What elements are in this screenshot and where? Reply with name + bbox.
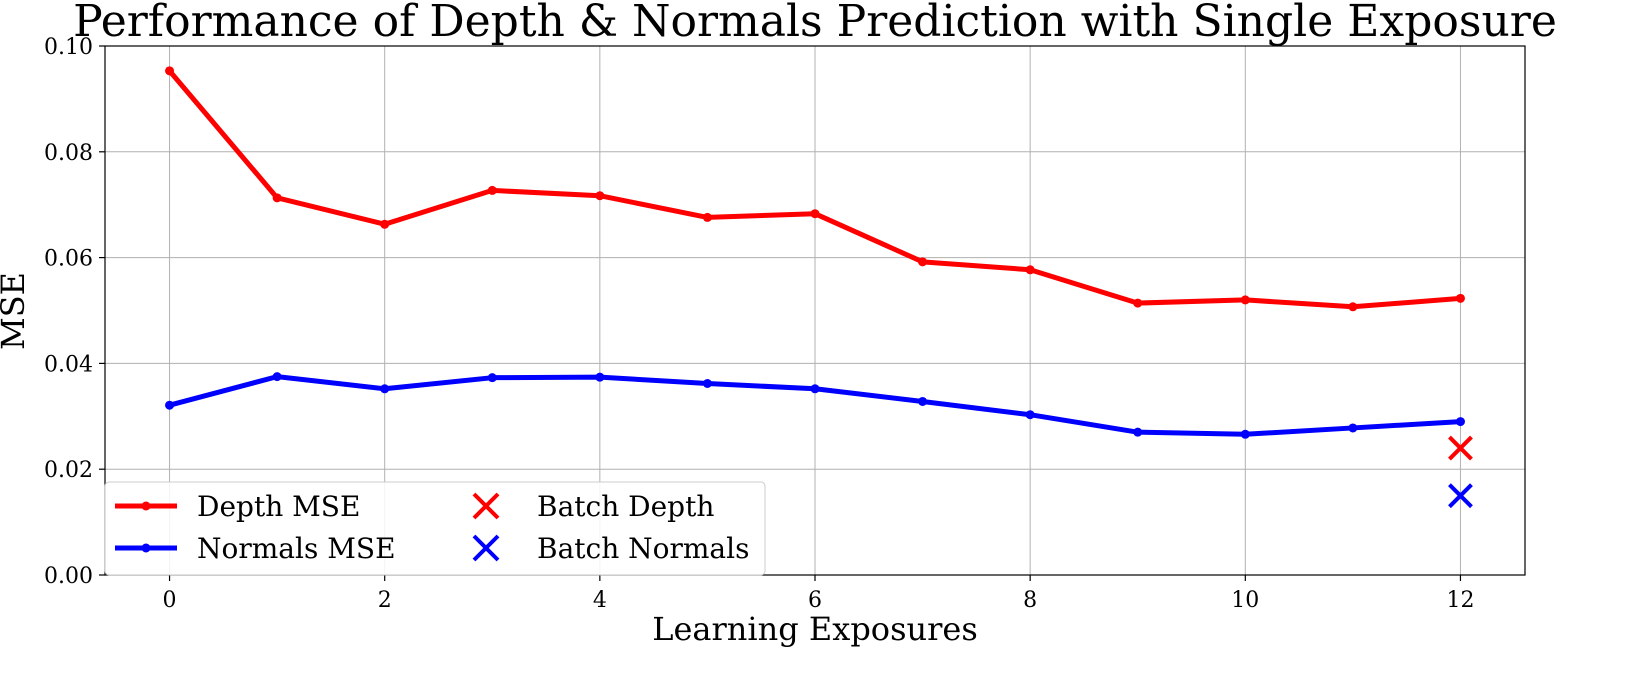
- x-tick-label: 4: [593, 588, 607, 613]
- y-tick-label: 0.06: [44, 247, 93, 272]
- legend-normals-marker: [141, 543, 151, 553]
- data-point-normals-mse: [595, 372, 605, 382]
- data-point-depth-mse: [702, 212, 712, 222]
- data-point-normals-mse: [1455, 417, 1465, 427]
- x-tick-label: 12: [1446, 588, 1474, 613]
- legend: Depth MSE Normals MSE Batch Depth Batch …: [104, 481, 766, 576]
- y-tick-label: 0.08: [44, 141, 93, 166]
- y-tick-label: 0.04: [44, 352, 93, 377]
- data-point-depth-mse: [1240, 295, 1250, 305]
- marker-batch-depth: [1448, 435, 1473, 461]
- data-point-normals-mse: [165, 400, 175, 410]
- legend-batch-normals-marker: [472, 534, 500, 562]
- data-point-depth-mse: [380, 219, 390, 229]
- series-layer: [165, 66, 1473, 509]
- data-point-normals-mse: [1133, 427, 1143, 437]
- data-point-normals-mse: [702, 379, 712, 389]
- data-point-depth-mse: [487, 185, 497, 195]
- legend-box: [104, 481, 766, 576]
- data-point-depth-mse: [272, 193, 282, 203]
- data-point-normals-mse: [380, 384, 390, 394]
- legend-batch-normals-label: Batch Normals: [537, 532, 749, 565]
- data-point-depth-mse: [918, 257, 928, 267]
- y-tick-label: 0.02: [44, 458, 93, 483]
- axis-ticks: 0 2 4 6 8 10 12 0.00 0.02 0.04 0.06 0.08 0.10: [44, 35, 1474, 613]
- y-axis-label: MSE: [0, 272, 32, 350]
- x-tick-label: 6: [808, 588, 822, 613]
- data-point-depth-mse: [1348, 302, 1358, 312]
- marker-batch-normals: [1448, 483, 1473, 509]
- x-tick-label: 8: [1023, 588, 1037, 613]
- y-tick-label: 0.00: [44, 564, 93, 589]
- legend-batch-depth-marker: [472, 492, 500, 520]
- legend-depth-marker: [141, 501, 151, 511]
- data-point-normals-mse: [1348, 423, 1358, 433]
- data-point-normals-mse: [272, 372, 282, 382]
- x-axis-label: Learning Exposures: [652, 610, 978, 648]
- data-point-depth-mse: [810, 209, 820, 219]
- x-tick-label: 2: [378, 588, 392, 613]
- data-point-normals-mse: [918, 396, 928, 406]
- legend-batch-depth-label: Batch Depth: [537, 490, 714, 523]
- data-point-depth-mse: [1133, 298, 1143, 308]
- data-point-depth-mse: [165, 66, 175, 76]
- data-point-depth-mse: [595, 191, 605, 201]
- x-tick-label: 0: [163, 588, 177, 613]
- data-point-depth-mse: [1455, 293, 1465, 303]
- data-point-depth-mse: [1025, 265, 1035, 275]
- data-point-normals-mse: [1025, 410, 1035, 420]
- legend-depth-label: Depth MSE: [197, 490, 360, 523]
- x-tick-label: 10: [1231, 588, 1259, 613]
- y-tick-label: 0.10: [44, 35, 93, 60]
- data-point-normals-mse: [1240, 429, 1250, 439]
- legend-normals-label: Normals MSE: [197, 532, 396, 565]
- chart-title: Performance of Depth & Normals Predictio…: [73, 0, 1557, 47]
- data-point-normals-mse: [810, 384, 820, 394]
- data-point-normals-mse: [487, 373, 497, 383]
